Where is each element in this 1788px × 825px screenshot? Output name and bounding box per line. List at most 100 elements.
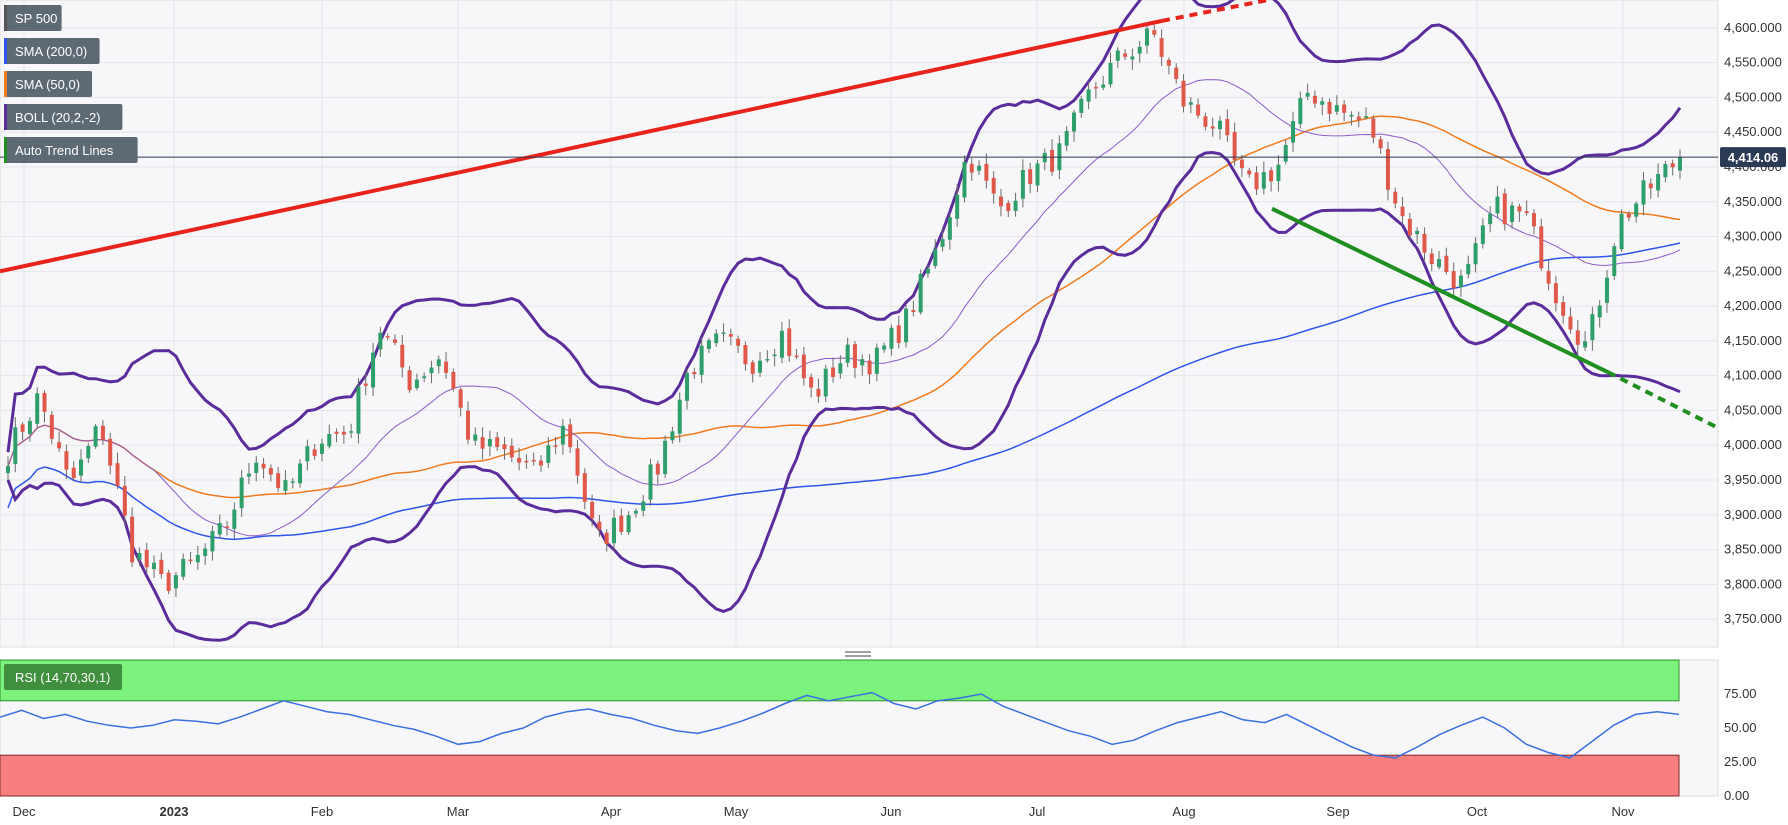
candle <box>1561 295 1566 324</box>
candle-body <box>122 485 127 516</box>
candle <box>787 319 792 362</box>
candle <box>612 509 617 552</box>
candle-body <box>1583 341 1588 348</box>
candle <box>590 494 595 527</box>
candle-body <box>1626 213 1631 218</box>
candle-body <box>1108 62 1113 85</box>
candle-body <box>1196 104 1201 116</box>
candle-body <box>1553 283 1558 304</box>
candle <box>1298 91 1303 129</box>
candle <box>1181 74 1186 113</box>
candle-body <box>918 273 923 313</box>
price-tick-label: 4,150.000 <box>1724 333 1782 348</box>
candle <box>904 305 909 348</box>
candle <box>1225 109 1230 142</box>
candle-body <box>1261 172 1266 189</box>
candle-body <box>1678 157 1682 171</box>
time-axis[interactable]: Dec 2023 Feb Mar Apr May Jun Jul Aug Sep Oct Nov <box>12 804 1635 819</box>
price-axis[interactable]: 3,750.000 3,800.000 3,850.000 3,900.000 3,95… <box>1724 20 1782 626</box>
candle <box>1218 116 1223 140</box>
candle-body <box>896 325 901 344</box>
candle-body <box>86 446 91 459</box>
candle <box>1196 98 1201 119</box>
candle <box>889 324 894 356</box>
legend-chip <box>4 5 62 31</box>
candle-body <box>933 249 938 266</box>
candle-body <box>203 548 208 557</box>
candle-body <box>509 445 514 458</box>
price-tick-label: 4,550.000 <box>1724 55 1782 70</box>
candle-body <box>1327 101 1332 114</box>
legend-label: SP 500 <box>15 11 57 26</box>
legend-item[interactable]: BOLL (20,2,-2) <box>4 104 123 130</box>
indicator-legend[interactable]: SP 500 SMA (200,0) SMA (50,0) BOLL (20,2,-2… <box>4 5 138 163</box>
candle-body <box>100 425 105 440</box>
price-tick-label: 3,950.000 <box>1724 472 1782 487</box>
candle <box>1210 117 1215 137</box>
candle-body <box>560 425 565 445</box>
candle-body <box>1349 115 1354 117</box>
sma-200-path <box>7 242 1681 541</box>
candle-body <box>108 438 113 466</box>
candle-body <box>882 345 887 350</box>
candle <box>1334 95 1339 115</box>
candle <box>1305 83 1310 101</box>
candle <box>42 390 47 423</box>
candle-body <box>1239 159 1244 169</box>
candle <box>1517 203 1522 223</box>
candle-body <box>1159 38 1164 57</box>
candle-body <box>1670 163 1675 168</box>
candle-body <box>57 442 62 449</box>
candle <box>1020 159 1025 208</box>
candle <box>925 265 930 278</box>
legend-item[interactable]: SMA (200,0) <box>4 38 100 64</box>
candle-body <box>71 467 76 479</box>
candle <box>1393 187 1398 209</box>
panel-resize-handle[interactable] <box>845 651 871 657</box>
candle <box>246 463 251 485</box>
candle <box>319 438 324 462</box>
candle <box>721 323 726 342</box>
candle-body <box>1254 172 1259 190</box>
candle-body <box>1035 163 1040 186</box>
legend-item[interactable]: Auto Trend Lines <box>4 137 138 163</box>
candle-body <box>378 332 383 350</box>
candle-body <box>1064 130 1069 146</box>
candle-body <box>524 460 529 463</box>
candle-body <box>1568 316 1573 330</box>
candle <box>1254 166 1259 195</box>
candle-body <box>327 433 332 447</box>
resize-grip-line[interactable] <box>845 651 871 653</box>
candle-body <box>714 333 719 344</box>
resize-grip-line[interactable] <box>845 655 871 657</box>
candle-body <box>1320 101 1325 105</box>
candle-body <box>1079 98 1084 113</box>
candle-body <box>1174 67 1179 79</box>
candle <box>20 422 25 441</box>
rsi-legend-item[interactable]: RSI (14,70,30,1) <box>4 664 122 690</box>
candle-body <box>181 558 186 577</box>
candle <box>349 423 354 438</box>
candle-body <box>604 532 609 545</box>
candle-body <box>312 449 317 456</box>
candle-body <box>925 268 930 274</box>
candle <box>692 367 697 379</box>
candle <box>1261 161 1266 195</box>
candle-body <box>144 549 149 568</box>
candle <box>1093 82 1098 99</box>
legend-item[interactable]: SP 500 <box>4 5 62 31</box>
candle-body <box>414 379 419 389</box>
candle <box>860 354 865 376</box>
bollinger-middle-band <box>7 79 1681 537</box>
candle-body <box>1356 116 1361 120</box>
sma-200-line <box>7 242 1681 541</box>
candle <box>487 430 492 457</box>
legend-item[interactable]: SMA (50,0) <box>4 71 92 97</box>
candle-body <box>1342 104 1347 113</box>
candle-body <box>1071 112 1076 132</box>
candle <box>305 439 310 471</box>
candle <box>130 507 135 568</box>
rsi-tick-label: 75.00 <box>1724 686 1757 701</box>
candle-body <box>1298 98 1303 125</box>
candle <box>188 552 193 565</box>
